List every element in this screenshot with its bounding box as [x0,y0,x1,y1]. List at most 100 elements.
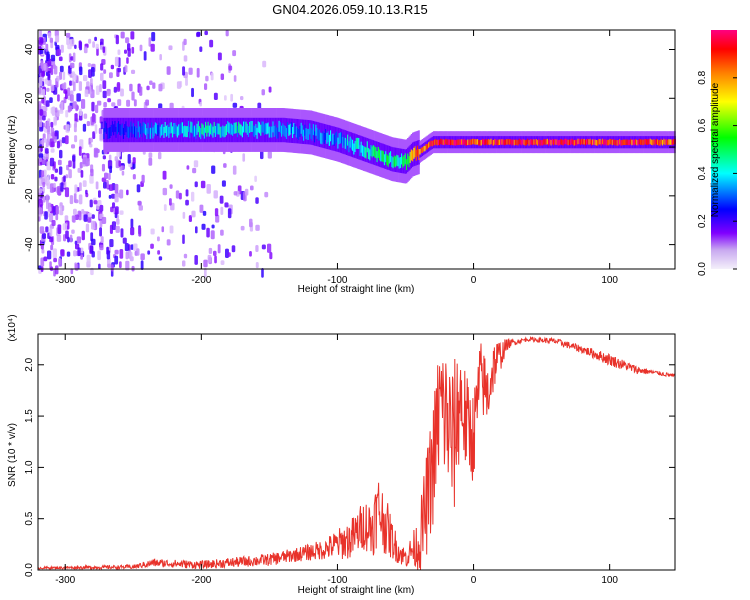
spectrogram-ridge-cell [281,125,283,137]
spectrogram-noise-cell [196,32,201,38]
spectrogram-ridge-cell [410,149,413,161]
spectrogram-ridge-cell [622,139,625,145]
spectrogram-ridge-cell [666,139,669,146]
spectrogram-ridge-cell [568,139,571,145]
spectrogram-noise-cell [38,101,42,110]
spectrogram-ridge-cell [627,139,630,146]
spectrogram-ridge-cell [198,126,201,138]
spectrogram-ridge-cell [552,139,555,146]
spectrogram-ridge-cell [638,138,641,145]
spectrogram-ridge-cell [385,151,387,163]
spectrogram-ridge-cell [478,140,480,146]
spectrogram-noise-cell [67,105,71,113]
spectrogram-noise-cell [74,135,78,143]
spectrogram-ridge-cell [375,147,377,159]
spectrogram-ridge-cell [116,123,119,135]
spectrogram-ridge-cell [143,122,146,134]
spectrogram-ridge-cell [122,127,125,139]
spectrogram-ridge-cell [599,138,602,145]
spectrogram-noise-cell [107,263,112,268]
spectrogram-ridge-cell [587,138,589,145]
spectrogram-ridge-cell [342,136,344,148]
spectrogram-ridge-cell [365,147,368,159]
spectrogram-noise-cell [99,220,103,228]
spectrogram-noise-cell [110,264,114,272]
spectrogram-noise-cell [53,182,56,189]
spectrogram-ridge-cell [463,138,466,145]
spectrogram-ridge-cell [519,139,522,145]
spectrogram-ridge-cell [343,134,345,146]
spectrogram-ridge-cell [103,128,105,139]
spectrogram-noise-cell [233,75,237,82]
spectrogram-noise-cell [68,160,72,168]
spectrogram-ridge-cell [416,145,419,157]
spectrogram-ridge-cell [527,138,529,145]
spectrogram-noise-cell [148,152,153,159]
spectrogram-ridge-cell [326,132,328,144]
spectrogram-ridge-cell [348,141,350,153]
spectrogram-ridge-cell [320,132,322,144]
spectrogram-ridge-cell [224,125,227,137]
spectrogram-ridge-cell [345,139,348,151]
spectrogram-ridge-cell [577,138,579,145]
spectrogram-ridge-cell [653,139,655,145]
spectrogram-ridge-cell [360,141,363,153]
spectrogram-noise-cell [126,57,129,64]
spectrogram-ridge-cell [369,149,371,161]
spectrogram-ridge-cell [382,151,385,163]
spectrogram-ridge-cell [429,141,431,147]
spectrogram-ridge-cell [652,139,654,146]
spectrogram-ridge-cell [120,125,123,137]
spectrogram-noise-cell [161,226,165,233]
spectrogram-ridge-cell [153,125,156,137]
spectrogram-ridge-cell [295,126,298,138]
spectrogram-noise-cell [150,243,154,249]
spectrogram-ridge-cell [208,125,211,137]
spectrogram-ridge-cell [658,140,660,146]
spectrogram-noise-cell [55,35,60,43]
spectrogram-noise-cell [109,239,114,248]
spectrogram-ridge-cell [503,139,506,146]
spectrogram-noise-cell [50,148,55,153]
spectrogram-noise-cell [214,255,217,264]
spectrogram-noise-cell [39,109,44,116]
spectrogram-ridge-cell [473,138,475,145]
spectrogram-noise-cell [115,34,119,45]
spectrogram-ridge-cell [359,145,361,156]
spectrogram-noise-cell [79,66,83,76]
spectrogram-ridge-cell [441,139,443,145]
spectrogram-noise-cell [183,38,187,46]
spectrogram-noise-cell [90,168,94,177]
spectrogram-noise-cell [38,192,41,198]
spectrogram-noise-cell [240,225,245,231]
spectrogram-noise-cell [91,214,95,219]
spectrogram-noise-cell [223,163,227,168]
spectrogram-noise-cell [92,41,95,48]
spectrogram-ridge-cell [323,132,326,144]
spectrogram-noise-cell [117,67,122,73]
spectrogram-ridge-cell [211,124,213,136]
spectrogram-ridge-cell [290,122,293,134]
spectrogram-noise-cell [254,175,257,183]
spectrogram-noise-cell [62,223,68,231]
spectrogram-ridge-cell [432,140,435,146]
spectrogram-noise-cell [59,71,63,80]
spectrogram-noise-cell [204,83,208,91]
spectrogram-noise-cell [114,206,119,215]
spectrogram-ridge-cell [573,140,576,146]
spectrogram-noise-cell [74,240,78,245]
spectrogram-ridge-cell [354,141,357,152]
spectrogram-ridge-cell [669,139,671,145]
spectrogram-noise-cell [138,205,143,211]
spectrogram-ridge-cell [239,123,241,135]
spectrogram-ridge-cell [448,139,451,145]
spectrogram-ridge-cell [415,149,418,161]
spectrogram-noise-cell [54,132,58,137]
spectrogram-ridge-cell [381,150,383,162]
spectrogram-noise-cell [264,191,269,198]
spectrogram-ridge-cell [269,126,272,138]
spectrogram-ridge-cell [576,139,578,146]
spectrogram-noise-cell [70,268,74,275]
spectrogram-ridge-cell [367,148,370,159]
